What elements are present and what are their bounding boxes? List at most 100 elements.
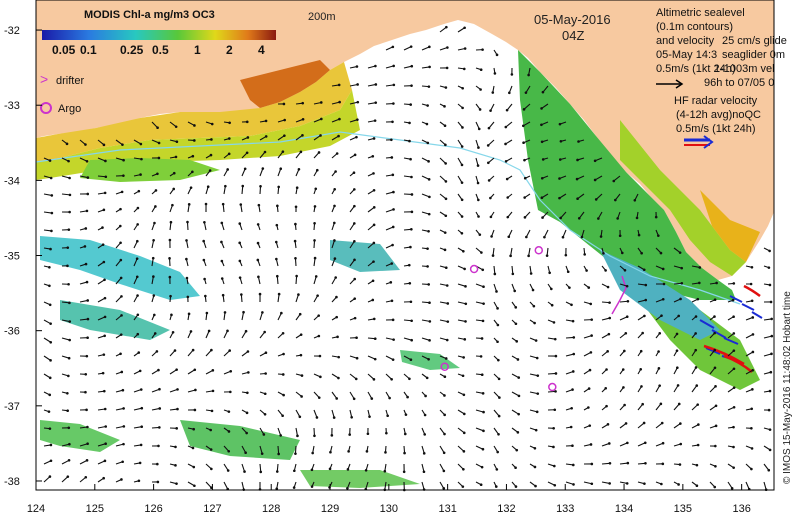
velocity-arrowhead bbox=[546, 254, 549, 257]
velocity-arrowhead bbox=[48, 410, 51, 413]
velocity-arrowhead bbox=[280, 312, 283, 315]
velocity-arrowhead bbox=[679, 251, 682, 254]
velocity-arrowhead bbox=[679, 422, 682, 425]
velocity-arrowhead bbox=[365, 469, 368, 472]
velocity-arrowhead bbox=[507, 235, 510, 238]
velocity-arrowhead bbox=[297, 293, 300, 296]
velocity-arrowhead bbox=[444, 124, 447, 127]
velocity-arrowhead bbox=[283, 119, 286, 122]
velocity-arrowhead bbox=[335, 316, 338, 319]
velocity-arrowhead bbox=[175, 427, 178, 430]
velocity-arrowhead bbox=[489, 109, 492, 112]
velocity-arrowhead bbox=[300, 395, 303, 398]
velocity-arrowhead bbox=[733, 282, 736, 285]
velocity-arrowhead bbox=[67, 426, 70, 429]
velocity-arrowhead bbox=[122, 407, 125, 410]
velocity-arrowhead bbox=[568, 286, 571, 289]
velocity-arrowhead bbox=[104, 297, 107, 300]
velocity-arrowhead bbox=[173, 172, 176, 175]
velocity-arrowhead bbox=[570, 303, 573, 306]
velocity-arrowhead bbox=[373, 242, 376, 245]
velocity-arrowhead bbox=[102, 243, 105, 246]
velocity-arrowhead bbox=[301, 102, 304, 105]
velocity-arrowhead bbox=[176, 388, 179, 391]
velocity-arrowhead bbox=[193, 139, 196, 142]
velocity-arrowhead bbox=[482, 320, 485, 323]
velocity-arrowhead bbox=[392, 338, 395, 341]
velocity-arrowhead bbox=[264, 392, 267, 395]
velocity-arrowhead bbox=[581, 236, 584, 239]
velocity-arrowhead bbox=[409, 282, 412, 285]
velocity-arrowhead bbox=[494, 72, 497, 75]
velocity-arrowhead bbox=[140, 407, 143, 410]
velocity-arrowhead bbox=[644, 462, 647, 465]
velocity-arrowhead bbox=[238, 222, 241, 225]
velocity-arrowhead bbox=[356, 65, 359, 68]
velocity-arrowhead bbox=[572, 483, 575, 486]
velocity-arrowhead bbox=[442, 487, 445, 490]
velocity-arrowhead bbox=[533, 322, 536, 325]
velocity-arrowhead bbox=[410, 176, 413, 179]
velocity-arrowhead bbox=[461, 164, 464, 167]
velocity-arrowhead bbox=[662, 442, 665, 445]
longitude-tick-label: 133 bbox=[556, 503, 574, 515]
velocity-arrowhead bbox=[193, 124, 196, 127]
velocity-arrowhead bbox=[67, 160, 70, 163]
velocity-arrowhead bbox=[505, 160, 508, 163]
velocity-arrowhead bbox=[770, 318, 773, 321]
velocity-arrowhead bbox=[623, 350, 626, 353]
velocity-arrowhead bbox=[157, 369, 160, 372]
velocity-arrowhead bbox=[403, 470, 406, 473]
velocity-arrowhead bbox=[479, 108, 482, 111]
velocity-arrowhead bbox=[120, 478, 123, 481]
velocity-arrowhead bbox=[461, 126, 464, 129]
velocity-arrowhead bbox=[193, 368, 196, 371]
legend-glider-line: 05-May 14:3 bbox=[656, 49, 717, 61]
isobath-label: 200m bbox=[308, 11, 336, 23]
velocity-arrowhead bbox=[558, 197, 561, 200]
velocity-arrowhead bbox=[752, 333, 755, 336]
velocity-arrowhead bbox=[103, 334, 106, 337]
velocity-arrowhead bbox=[733, 367, 736, 370]
velocity-arrowhead bbox=[392, 102, 395, 105]
velocity-arrowhead bbox=[356, 357, 359, 360]
velocity-arrowhead bbox=[644, 442, 647, 445]
velocity-arrowhead bbox=[320, 101, 323, 104]
velocity-arrowhead bbox=[259, 293, 262, 296]
velocity-arrowhead bbox=[463, 450, 466, 453]
velocity-arrowhead bbox=[276, 275, 279, 278]
velocity-arrowhead bbox=[535, 429, 538, 432]
velocity-arrowhead bbox=[210, 349, 213, 352]
velocity-arrowhead bbox=[428, 178, 431, 181]
velocity-arrowhead bbox=[482, 302, 485, 305]
velocity-arrowhead bbox=[279, 434, 282, 437]
velocity-arrowhead bbox=[572, 370, 575, 373]
velocity-arrowhead bbox=[67, 475, 70, 478]
velocity-arrowhead bbox=[750, 407, 753, 410]
velocity-arrowhead bbox=[428, 339, 431, 342]
velocity-arrowhead bbox=[242, 311, 245, 314]
longitude-tick-label: 131 bbox=[438, 503, 456, 515]
velocity-arrowhead bbox=[391, 244, 394, 247]
velocity-arrowhead bbox=[770, 353, 773, 356]
velocity-arrowhead bbox=[356, 83, 359, 86]
velocity-arrowhead bbox=[427, 283, 430, 286]
velocity-arrowhead bbox=[480, 251, 483, 254]
velocity-arrowhead bbox=[356, 101, 359, 104]
velocity-arrowhead bbox=[694, 332, 697, 335]
velocity-arrowhead bbox=[553, 321, 556, 324]
velocity-arrowhead bbox=[211, 123, 214, 126]
velocity-arrowhead bbox=[102, 477, 105, 480]
velocity-arrowhead bbox=[423, 470, 426, 473]
velocity-arrowhead bbox=[152, 239, 155, 242]
velocity-arrowhead bbox=[283, 134, 286, 137]
velocity-arrowhead bbox=[506, 216, 509, 219]
velocity-arrowhead bbox=[578, 217, 581, 220]
velocity-arrowhead bbox=[66, 246, 69, 249]
longitude-tick-label: 132 bbox=[497, 503, 515, 515]
velocity-arrowhead bbox=[427, 160, 430, 163]
velocity-arrowhead bbox=[67, 375, 70, 378]
map-date: 05-May-2016 bbox=[534, 12, 611, 27]
velocity-arrowhead bbox=[293, 486, 296, 489]
velocity-arrowhead bbox=[534, 485, 537, 488]
